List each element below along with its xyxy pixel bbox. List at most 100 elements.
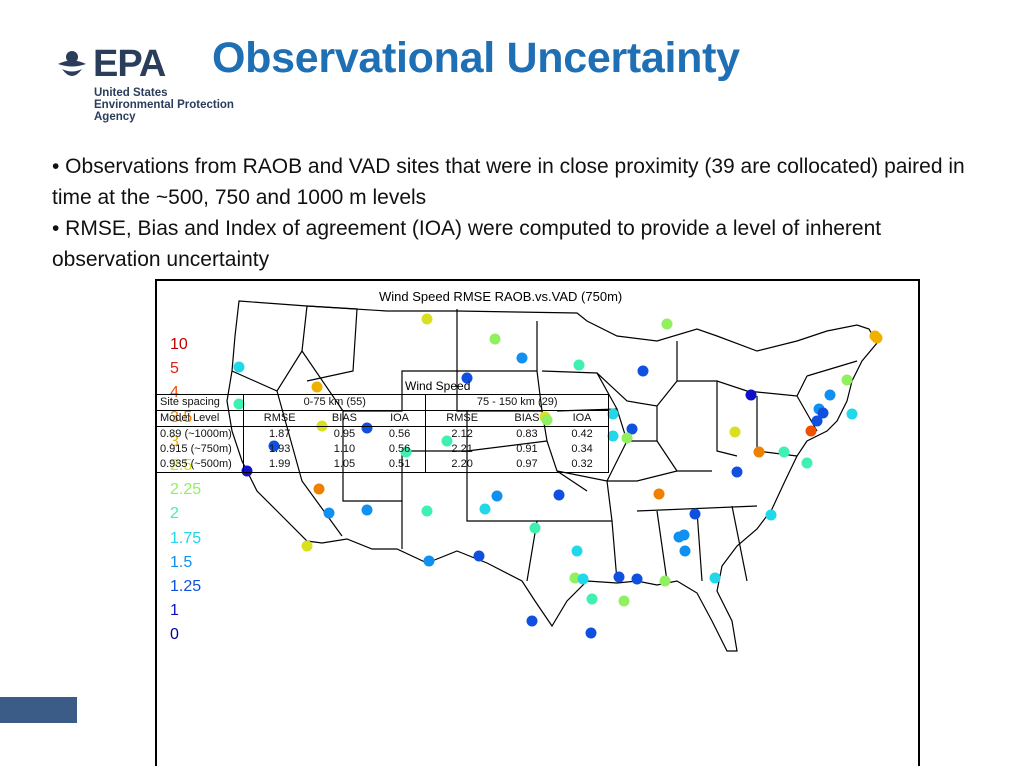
table-cell: 0.89 (~1000m) — [156, 426, 244, 442]
site-marker — [805, 425, 817, 437]
table-cell: 0.32 — [556, 457, 610, 473]
site-marker — [631, 573, 643, 585]
site-marker — [607, 408, 619, 420]
header-cell: IOA — [556, 410, 610, 427]
bullet-list: • Observations from RAOB and VAD sites t… — [52, 151, 982, 275]
site-marker — [586, 593, 598, 605]
header-cell: Site spacing — [156, 394, 244, 411]
header-cell: RMSE — [446, 412, 479, 424]
site-marker — [361, 422, 373, 434]
table-header-row: Model Level RMSE BIAS IOA RMSE BIAS IOA — [156, 410, 610, 427]
site-marker — [311, 381, 323, 393]
table-cell: 0.91 — [516, 443, 538, 455]
logo-wordmark: EPA — [93, 43, 166, 85]
table-cell: 1.99 — [268, 458, 291, 470]
site-marker — [541, 414, 553, 426]
site-marker — [765, 509, 777, 521]
site-marker — [461, 372, 473, 384]
table-cell: 0.42 — [556, 426, 610, 442]
site-marker — [577, 573, 589, 585]
logo-line: United States — [94, 87, 168, 99]
header-cell: Model Level — [156, 410, 244, 427]
legend-item: 10 — [170, 336, 188, 353]
legend-item: 2.25 — [170, 481, 202, 499]
site-marker — [678, 529, 690, 541]
site-marker — [679, 545, 691, 557]
site-marker — [613, 571, 625, 583]
site-marker — [301, 540, 313, 552]
epa-flower-icon — [58, 51, 86, 76]
site-marker — [316, 420, 328, 432]
site-marker — [745, 389, 757, 401]
site-marker — [233, 361, 245, 373]
table-cell: 0.935 (~500m) — [156, 457, 244, 473]
table-cell: 0.83 — [516, 428, 538, 440]
site-marker — [621, 432, 633, 444]
slide-title: Observational Uncertainty — [212, 34, 740, 82]
table-cell: 0.51 — [373, 457, 427, 473]
site-marker — [323, 507, 335, 519]
site-marker — [869, 330, 881, 342]
site-markers — [233, 313, 883, 639]
legend-item: 1.75 — [170, 529, 202, 547]
slide-accent-bar — [0, 697, 77, 723]
site-marker — [846, 408, 858, 420]
us-states-map — [226, 300, 883, 652]
site-marker — [571, 545, 583, 557]
legend-item: 1.25 — [170, 578, 202, 596]
table-cell: 1.10 — [333, 443, 356, 455]
header-cell: IOA — [373, 410, 427, 427]
header-cell: 75 - 150 km (29) — [425, 394, 609, 411]
site-marker — [441, 435, 453, 447]
site-marker — [618, 595, 630, 607]
site-marker — [801, 457, 813, 469]
site-marker — [421, 313, 433, 325]
site-marker — [753, 446, 765, 458]
header-cell: RMSE — [263, 412, 296, 424]
legend-item: 4 — [170, 384, 179, 402]
site-marker — [653, 488, 665, 500]
site-marker — [421, 505, 433, 517]
site-marker — [689, 508, 701, 520]
table-row: 0.89 (~1000m) 1.87 0.95 0.56 2.12 0.83 0… — [156, 426, 610, 442]
site-marker — [841, 374, 853, 386]
header-cell: BIAS — [331, 412, 357, 424]
legend-item: 5 — [170, 360, 179, 378]
header-cell: BIAS — [514, 412, 540, 424]
table-row: 0.915 (~750m) 1.93 1.10 0.56 2.21 0.91 0… — [156, 442, 610, 457]
table-cell: 0.915 (~750m) — [156, 442, 244, 457]
site-marker — [569, 572, 581, 584]
table-cell: 0.56 — [373, 426, 427, 442]
site-marker — [241, 465, 253, 477]
table-cell: 0.97 — [516, 458, 538, 470]
site-marker — [491, 490, 503, 502]
table-cell: 0.95 — [333, 428, 356, 440]
site-marker — [268, 440, 280, 452]
stats-table: Site spacing 0-75 km (55) 75 - 150 km (2… — [156, 394, 610, 473]
table-cell: 1.93 — [268, 443, 291, 455]
table-cell: 2.20 — [451, 458, 473, 470]
site-marker — [423, 555, 435, 567]
header-cell: 0-75 km (55) — [243, 394, 427, 411]
site-marker — [659, 575, 671, 587]
site-marker — [778, 446, 790, 458]
site-marker — [637, 365, 649, 377]
site-marker — [473, 550, 485, 562]
bullet-item: • RMSE, Bias and Index of agreement (IOA… — [52, 217, 882, 271]
site-marker — [824, 389, 836, 401]
site-marker — [661, 318, 673, 330]
site-marker — [817, 407, 829, 419]
site-marker — [479, 503, 491, 515]
site-marker — [585, 627, 597, 639]
legend-item: 1.5 — [170, 553, 193, 571]
site-marker — [553, 489, 565, 501]
logo-line: Environmental Protection — [94, 99, 234, 111]
site-marker — [573, 359, 585, 371]
table-cell: 0.34 — [556, 442, 610, 457]
table-cell: 0.56 — [373, 442, 427, 457]
site-marker — [709, 572, 721, 584]
map-legend: 10 5 4 3.5 3 2.5 2.25 2 1.75 1.5 1.25 1 0 — [170, 333, 201, 648]
table-cell: 1.87 — [268, 428, 291, 440]
logo-line: Agency — [94, 111, 136, 123]
table-title: Wind Speed — [405, 379, 471, 393]
